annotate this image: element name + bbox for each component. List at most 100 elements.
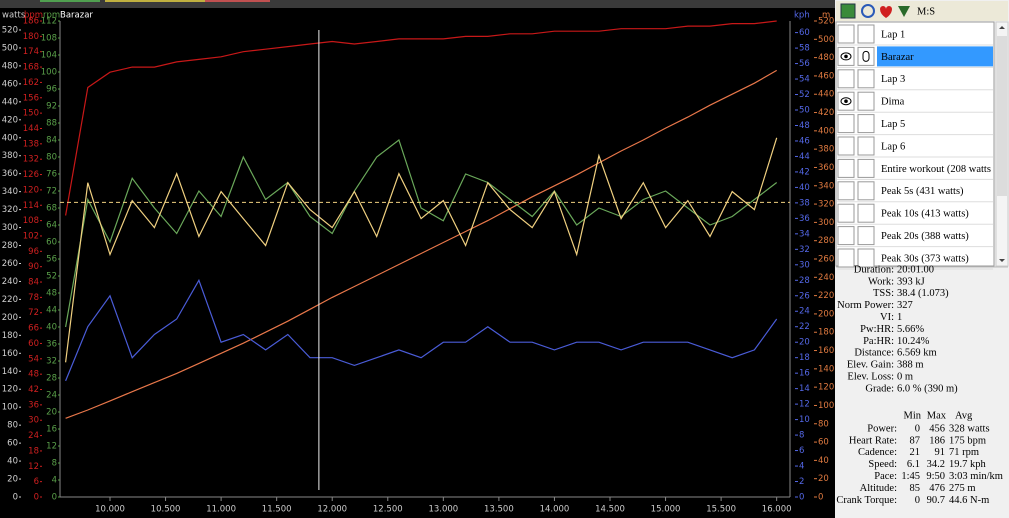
- x-tick-label: 13.000: [428, 505, 458, 515]
- stat-value: 388 m: [897, 360, 924, 371]
- table-header: Min: [903, 410, 921, 421]
- table-cell: 476: [929, 483, 945, 494]
- x-tick-label: 10.500: [151, 505, 181, 515]
- y-tick-label: 162: [23, 78, 39, 88]
- lock-checkbox[interactable]: [857, 158, 875, 178]
- lap-label[interactable]: Lap 5: [881, 119, 905, 130]
- table-cell: 186: [929, 435, 945, 446]
- stat-value: 6.0 % (390 m): [897, 383, 958, 394]
- visible-checkbox[interactable]: [837, 181, 855, 201]
- y-tick-label: 340: [2, 187, 18, 197]
- y-tick-label: 126: [23, 170, 39, 180]
- y-tick-label: 52: [799, 90, 810, 100]
- series-line: [65, 139, 778, 328]
- series-line: [65, 137, 778, 363]
- table-label: Altitude:: [860, 483, 897, 494]
- visible-checkbox[interactable]: [837, 69, 855, 89]
- y-tick-label: 18: [28, 446, 39, 456]
- eye-icon: [840, 52, 852, 61]
- lap-label[interactable]: Lap 6: [881, 141, 905, 152]
- lap-label[interactable]: Peak 30s (373 watts): [881, 253, 969, 264]
- y-tick-label: 280: [818, 236, 834, 246]
- chart-button[interactable]: [840, 3, 856, 19]
- series-line: [65, 278, 778, 382]
- x-tick-label: 13.500: [484, 505, 514, 515]
- lap-label[interactable]: Entire workout (208 watts: [881, 164, 991, 175]
- lock-checkbox[interactable]: [857, 91, 875, 111]
- y-tick-label: 36: [28, 400, 39, 410]
- series-line: [65, 20, 777, 216]
- heart-button[interactable]: [880, 6, 892, 18]
- table-cell: 456: [929, 423, 945, 434]
- lap-label[interactable]: Barazar: [881, 52, 914, 63]
- x-tick-label: 16.000: [762, 505, 792, 515]
- visible-checkbox[interactable]: [837, 248, 855, 268]
- y-tick-label: 60: [28, 339, 39, 349]
- lock-checkbox[interactable]: [857, 181, 875, 201]
- y-tick-label: 520: [818, 17, 834, 27]
- y-tick-label: 120: [2, 385, 18, 395]
- visible-checkbox[interactable]: [837, 114, 855, 134]
- visible-checkbox[interactable]: [837, 24, 855, 44]
- lap-label[interactable]: Lap 3: [881, 74, 905, 85]
- y-tick-label: 20: [818, 474, 829, 484]
- y-tick-label: 56: [46, 255, 57, 265]
- y-tick-label: 50: [799, 106, 810, 116]
- y-tick-label: 0: [818, 493, 823, 503]
- y-tick-label: 24: [46, 391, 57, 401]
- y-tick-label: 60: [799, 28, 810, 38]
- visible-checkbox[interactable]: [837, 226, 855, 246]
- y-tick-label: 320: [818, 200, 834, 210]
- y-tick-label: 160: [818, 346, 834, 356]
- lock-checkbox[interactable]: [857, 203, 875, 223]
- y-tick-label: 48: [28, 370, 39, 380]
- y-tick-label: 12: [28, 462, 39, 472]
- lock-checkbox[interactable]: [857, 136, 875, 156]
- lock-checkbox[interactable]: [857, 248, 875, 268]
- lock-checkbox[interactable]: [857, 69, 875, 89]
- table-cell: 328 watts: [949, 423, 990, 434]
- y-tick-label: 460: [818, 71, 834, 81]
- y-tick-label: 64: [46, 221, 57, 231]
- lap-label[interactable]: Peak 5s (431 watts): [881, 186, 964, 197]
- lap-label[interactable]: Peak 20s (388 watts): [881, 231, 969, 242]
- lap-label[interactable]: Peak 10s (413 watts): [881, 209, 969, 220]
- table-cell: 3:03 min/km: [949, 471, 1003, 482]
- y-tick-label: 90: [28, 262, 39, 272]
- axis-unit: rpm: [43, 11, 60, 21]
- lock-checkbox[interactable]: [857, 226, 875, 246]
- y-tick-label: 520: [2, 25, 18, 35]
- table-label: Heart Rate:: [849, 435, 897, 446]
- refresh-button[interactable]: [861, 4, 875, 18]
- scroll-thumb[interactable]: [997, 36, 1007, 196]
- y-tick-label: 320: [2, 205, 18, 215]
- stat-label: Pa:HR:: [863, 336, 894, 347]
- table-label: Speed:: [868, 459, 897, 470]
- lock-checkbox[interactable]: [857, 24, 875, 44]
- lap-label[interactable]: Lap 1: [881, 29, 905, 40]
- filter-button[interactable]: [898, 6, 910, 17]
- y-tick-label: 440: [2, 97, 18, 107]
- y-tick-label: 138: [23, 139, 39, 149]
- stat-value: 6.569 km: [897, 348, 937, 359]
- visible-checkbox[interactable]: [837, 136, 855, 156]
- visible-checkbox[interactable]: [837, 158, 855, 178]
- y-tick-label: 60: [7, 439, 18, 449]
- table-cell: 85: [910, 483, 921, 494]
- lap-label[interactable]: Dima: [881, 97, 905, 108]
- stat-value: 327: [897, 300, 913, 311]
- y-tick-label: 20: [46, 408, 57, 418]
- lock-checkbox[interactable]: [857, 114, 875, 134]
- stat-value: 1: [897, 312, 902, 323]
- y-tick-label: 360: [818, 163, 834, 173]
- y-tick-label: 440: [818, 90, 834, 100]
- visible-checkbox[interactable]: [837, 203, 855, 223]
- stat-value: 38.4 (1.073): [897, 288, 949, 299]
- x-tick-label: 15.000: [651, 505, 681, 515]
- y-tick-label: 6: [799, 446, 804, 456]
- table-cell: 19.7 kph: [949, 459, 987, 470]
- y-tick-label: 0: [34, 493, 39, 503]
- lock-checkbox[interactable]: [857, 46, 875, 66]
- table-label: Cadence:: [858, 447, 897, 458]
- table-label: Pace:: [874, 471, 897, 482]
